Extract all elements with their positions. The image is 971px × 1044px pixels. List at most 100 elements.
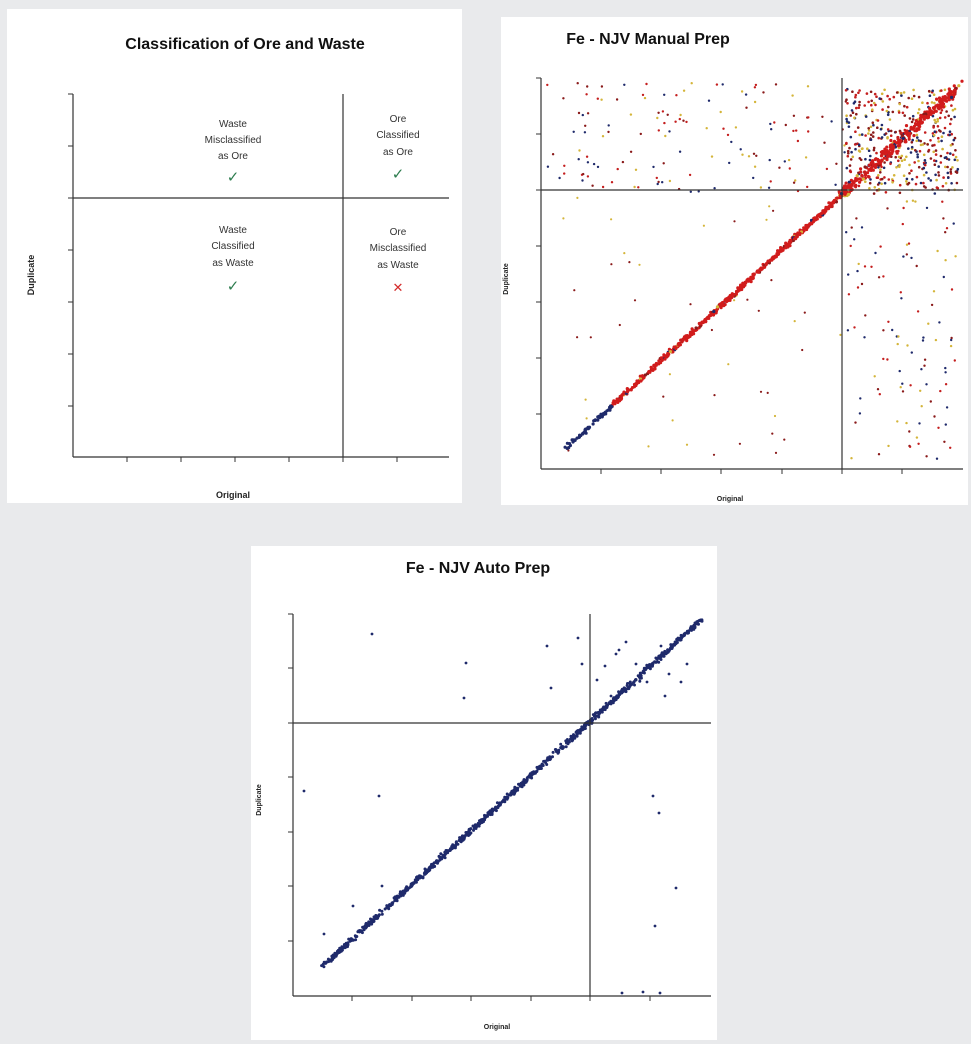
scatter-point	[805, 227, 809, 232]
scatter-point	[655, 657, 659, 661]
scatter-point	[472, 828, 475, 832]
scatter-point	[899, 386, 902, 389]
scatter-point	[922, 117, 926, 121]
scatter-point	[915, 175, 919, 179]
scatter-point	[950, 132, 953, 136]
scatter-point	[887, 444, 890, 448]
scatter-point	[745, 106, 748, 109]
scatter-point	[951, 108, 955, 112]
scatter-point	[759, 390, 763, 393]
scatter-point	[892, 95, 896, 99]
scatter-point	[919, 139, 922, 143]
scatter-point	[907, 242, 911, 245]
scatter-point	[960, 79, 964, 83]
scatter-point	[380, 912, 384, 916]
scatter-point	[653, 924, 657, 928]
scatter-point	[901, 136, 905, 140]
scatter-point	[338, 946, 342, 950]
scatter-point	[878, 97, 881, 100]
scatter-point	[913, 161, 916, 164]
scatter-point	[946, 151, 949, 155]
scatter-point	[847, 152, 850, 155]
scatter-point	[605, 409, 609, 413]
scatter-point	[909, 127, 913, 131]
scatter-point	[924, 112, 928, 116]
scatter-point	[663, 121, 666, 125]
scatter-point	[759, 186, 763, 189]
scatter-point	[838, 196, 842, 200]
auto-prep-chart: Fe - NJV Auto Prep Original Duplicate	[256, 560, 711, 1031]
scatter-point	[587, 425, 592, 429]
scatter-point	[867, 100, 870, 104]
scatter-point	[738, 284, 743, 289]
scatter-point	[948, 133, 951, 137]
scatter-point	[689, 190, 692, 193]
scatter-point	[867, 127, 870, 130]
scatter-point	[620, 689, 624, 693]
scatter-point	[935, 97, 939, 101]
scatter-point	[936, 249, 939, 253]
scatter-point	[916, 111, 920, 115]
scatter-point	[452, 845, 455, 849]
scatter-point	[915, 264, 918, 268]
scatter-point	[559, 742, 563, 746]
scatter-point	[686, 630, 690, 634]
scatter-point	[821, 115, 824, 119]
scatter-point	[601, 135, 605, 138]
scatter-point	[944, 231, 947, 234]
quadrant-label-line: Classified	[376, 130, 419, 141]
scatter-point	[601, 185, 605, 189]
scatter-point	[658, 991, 662, 995]
scatter-point	[479, 818, 483, 822]
scatter-point	[778, 166, 781, 169]
scatter-point	[685, 662, 689, 666]
scatter-point	[792, 114, 796, 118]
scatter-point	[719, 110, 722, 114]
scatter-point	[949, 344, 953, 348]
scatter-point	[924, 186, 927, 189]
scatter-point	[498, 803, 502, 807]
scatter-point	[890, 152, 894, 156]
scatter-point	[490, 813, 494, 816]
scatter-point	[853, 143, 857, 146]
scatter-point	[900, 133, 904, 137]
scatter-point	[880, 136, 884, 139]
scatter-point	[690, 82, 693, 85]
scatter-point	[734, 126, 738, 129]
scatter-point	[581, 179, 584, 182]
scatter-point	[774, 451, 778, 454]
scatter-point	[850, 457, 853, 460]
scatter-point	[886, 136, 889, 139]
scatter-point	[853, 100, 857, 103]
scatter-point	[949, 152, 952, 155]
scatter-point	[753, 86, 757, 89]
scatter-point	[578, 434, 582, 438]
scatter-point	[682, 119, 685, 122]
scatter-point	[415, 875, 418, 879]
scatter-point	[843, 144, 846, 147]
scatter-point	[567, 739, 571, 743]
scatter-point	[938, 321, 941, 324]
scatter-point	[668, 130, 671, 133]
scatter-point	[849, 244, 852, 248]
scatter-point	[846, 149, 850, 153]
scatter-point	[942, 217, 945, 220]
scatter-point	[886, 94, 889, 98]
scatter-point	[888, 97, 891, 101]
scatter-point	[679, 637, 683, 641]
scatter-point	[912, 88, 915, 92]
scatter-point	[773, 414, 777, 418]
scatter-point	[663, 357, 667, 361]
scatter-point	[910, 120, 914, 124]
scatter-point	[925, 455, 928, 458]
scatter-point	[663, 93, 666, 97]
scatter-point	[889, 129, 893, 133]
scatter-point	[357, 929, 361, 933]
scatter-point	[549, 686, 553, 690]
y-ticks	[536, 77, 541, 415]
quadrant-ore-misclassified-as-waste: Ore Misclassified as Waste ✕	[370, 227, 427, 296]
scatter-point	[901, 382, 904, 385]
scatter-point	[629, 387, 633, 392]
scatter-point	[932, 126, 935, 129]
scatter-point	[436, 859, 440, 863]
